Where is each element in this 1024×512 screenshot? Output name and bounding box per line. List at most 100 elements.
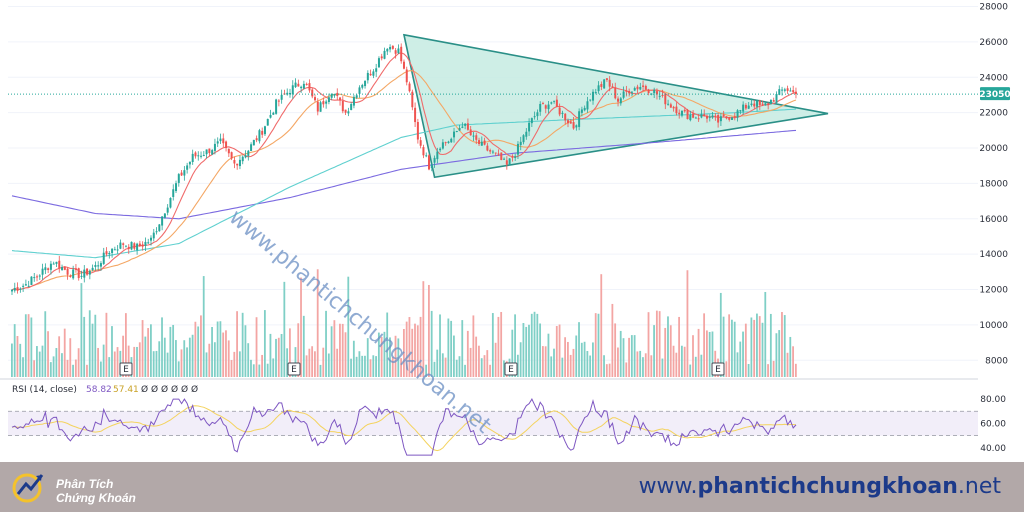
rsi-placeholder: Ø xyxy=(161,384,168,395)
volume-bar xyxy=(419,316,422,377)
volume-bar xyxy=(739,341,742,377)
candle-body xyxy=(667,103,670,105)
price-tick-label: 12000 xyxy=(979,286,1008,296)
candle-body xyxy=(344,109,347,113)
candle-body xyxy=(514,156,517,158)
url-suffix: .net xyxy=(957,474,1001,499)
volume-bar xyxy=(680,345,683,377)
candle-body xyxy=(644,85,647,90)
brand-logo[interactable]: Phân Tích Chứng Khoán xyxy=(12,470,142,505)
volume-bar xyxy=(553,348,555,377)
volume-bar xyxy=(464,364,466,377)
candle-body xyxy=(136,243,139,251)
candle-body xyxy=(24,284,27,286)
site-url-link[interactable]: www.phantichchungkhoan.net xyxy=(639,474,1001,499)
candle-body xyxy=(13,287,16,291)
volume-bar xyxy=(94,314,97,377)
candle-body xyxy=(516,143,519,155)
volume-bar xyxy=(550,356,553,377)
volume-bar xyxy=(558,324,561,377)
volume-bar xyxy=(692,335,694,377)
volume-bar xyxy=(644,353,647,377)
candle-body xyxy=(628,90,631,94)
candle-body xyxy=(366,72,369,81)
volume-bar xyxy=(322,347,325,377)
candle-body xyxy=(122,243,125,245)
volume-bar xyxy=(603,355,605,377)
volume-bar xyxy=(394,335,397,377)
candle-body xyxy=(322,101,325,105)
candle-body xyxy=(330,93,333,98)
volume-bar xyxy=(678,316,680,377)
candle-body xyxy=(572,122,575,129)
candle-body xyxy=(183,170,186,176)
volume-bar xyxy=(352,340,355,377)
candle-body xyxy=(130,241,133,250)
price-chart[interactable]: 8000 10000 12000 14000 16000 18000 20000 22000 2… xyxy=(0,0,1024,462)
candle-body xyxy=(33,277,36,279)
candle-body xyxy=(569,121,572,124)
candle-body xyxy=(792,90,795,92)
volume-bar xyxy=(272,358,275,377)
candle-body xyxy=(733,116,736,118)
candle-body xyxy=(36,276,39,278)
candle-body xyxy=(478,140,481,144)
candle-body xyxy=(99,263,102,267)
candle-body xyxy=(783,89,786,91)
candle-body xyxy=(706,115,708,119)
volume-bar xyxy=(277,337,280,377)
rsi-placeholder: Ø xyxy=(141,384,148,395)
candle-body xyxy=(294,82,297,88)
volume-bar xyxy=(127,345,130,377)
candle-body xyxy=(144,241,147,246)
volume-bar xyxy=(500,311,503,377)
volume-bar xyxy=(472,315,475,377)
candle-body xyxy=(786,88,789,91)
candle-body xyxy=(261,130,264,135)
candle-body xyxy=(244,155,247,158)
candle-body xyxy=(113,249,116,251)
price-tick-label: 28000 xyxy=(979,3,1008,13)
candle-body xyxy=(352,96,355,106)
volume-bar xyxy=(380,336,383,377)
volume-bar xyxy=(514,314,516,377)
candle-body xyxy=(717,114,720,123)
volume-bar xyxy=(102,344,105,377)
volume-bar xyxy=(669,325,672,377)
volume-bar xyxy=(163,337,166,377)
candle-body xyxy=(394,50,397,54)
candle-body xyxy=(411,91,414,108)
volume-bar xyxy=(16,336,19,377)
volume-bar xyxy=(469,347,472,377)
volume-bar xyxy=(486,350,489,377)
volume-bar xyxy=(461,320,464,377)
volume-bar xyxy=(183,340,186,377)
candle-body xyxy=(597,85,600,92)
candle-body xyxy=(241,156,244,162)
candle-body xyxy=(436,151,439,160)
candle-body xyxy=(191,153,194,162)
candle-body xyxy=(302,83,305,89)
volume-bar xyxy=(333,320,336,377)
candle-body xyxy=(80,275,83,277)
volume-bar xyxy=(567,341,569,377)
candle-body xyxy=(747,105,750,109)
candle-body xyxy=(608,79,611,87)
volume-bar xyxy=(49,362,52,377)
footer-bar: Phân Tích Chứng Khoán www.phantichchungk… xyxy=(0,462,1024,512)
candle-body xyxy=(375,68,378,72)
volume-bar xyxy=(536,313,539,377)
volume-bar xyxy=(136,346,138,377)
volume-bar xyxy=(72,364,74,377)
candle-body xyxy=(116,249,119,251)
volume-bar xyxy=(175,340,177,377)
volume-bar xyxy=(758,316,761,377)
volume-bar xyxy=(575,335,578,377)
volume-bar xyxy=(38,351,41,377)
volume-bar xyxy=(300,277,302,377)
candle-body xyxy=(61,267,64,271)
candle-body xyxy=(711,115,714,118)
candle-body xyxy=(405,69,408,83)
candle-body xyxy=(230,152,233,159)
volume-bar xyxy=(725,361,728,377)
